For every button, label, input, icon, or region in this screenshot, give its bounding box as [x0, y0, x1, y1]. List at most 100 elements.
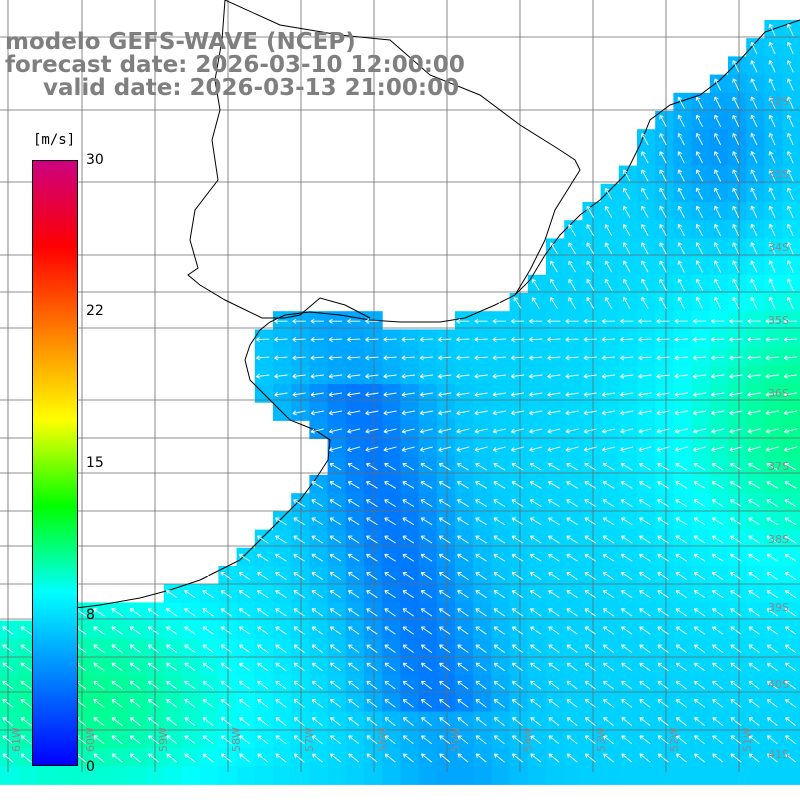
wind-speed-cell — [709, 347, 729, 367]
wind-arrow — [329, 699, 342, 708]
wind-arrow — [659, 187, 667, 200]
wind-arrow — [366, 590, 378, 599]
wind-arrow — [583, 428, 597, 434]
wind-speed-cell — [764, 675, 784, 694]
wind-arrow — [712, 717, 724, 726]
wind-arrow — [365, 428, 379, 434]
wind-speed-cell — [273, 711, 292, 731]
wind-arrow — [786, 205, 794, 219]
wind-speed-cell — [436, 493, 456, 512]
wind-speed-cell — [673, 293, 693, 312]
wind-arrow — [586, 278, 595, 291]
wind-arrow — [732, 151, 740, 164]
wind-arrow — [602, 608, 615, 617]
wind-arrow — [165, 608, 178, 617]
wind-speed-cell — [327, 675, 347, 694]
wind-arrow — [566, 644, 578, 653]
wind-arrow — [766, 717, 778, 726]
wind-arrow — [693, 517, 706, 526]
longitude-label: 60W — [84, 727, 97, 752]
wind-speed-cell — [691, 293, 711, 312]
wind-arrow — [238, 571, 251, 580]
wind-speed-cell — [327, 748, 347, 767]
wind-arrow — [565, 318, 579, 324]
wind-arrow — [768, 60, 776, 73]
wind-arrow — [692, 337, 707, 343]
wind-arrow — [293, 590, 305, 599]
wind-arrow — [165, 590, 178, 599]
wind-arrow — [311, 735, 323, 745]
wind-speed-cell — [236, 766, 256, 785]
wind-speed-cell — [582, 256, 602, 276]
wind-speed-cell — [364, 766, 383, 785]
wind-arrow — [492, 410, 506, 416]
wind-arrow — [730, 553, 742, 562]
wind-arrow — [257, 626, 269, 635]
wind-arrow — [714, 296, 722, 310]
wind-speed-cell — [655, 693, 674, 713]
coastline-path — [59, 19, 800, 611]
wind-speed-cell — [473, 693, 492, 713]
wind-arrow — [166, 680, 178, 690]
wind-speed-cell — [728, 147, 747, 167]
wind-speed-cell — [273, 311, 292, 330]
wind-arrow — [510, 318, 525, 324]
wind-speed-cell — [163, 729, 183, 749]
wind-speed-cell — [600, 675, 620, 694]
wind-speed-cell — [764, 693, 784, 713]
wind-arrow — [347, 608, 360, 617]
wind-arrow — [786, 114, 794, 128]
wind-arrow — [748, 662, 760, 672]
wind-arrow — [732, 114, 740, 127]
wind-speed-cell — [637, 220, 656, 239]
wind-arrow — [257, 717, 269, 726]
wind-arrow — [493, 499, 506, 507]
wind-arrow — [730, 626, 742, 635]
wind-arrow — [659, 296, 667, 309]
wind-speed-cell — [782, 638, 800, 658]
wind-arrow — [656, 337, 670, 343]
wind-arrow — [766, 517, 779, 526]
wind-speed-cell — [91, 748, 110, 767]
wind-arrow — [583, 446, 597, 452]
wind-speed-cell — [564, 693, 583, 713]
wind-arrow — [711, 571, 724, 580]
wind-speed-cell — [382, 638, 401, 658]
wind-arrow — [568, 224, 576, 237]
wind-arrow — [111, 662, 123, 672]
wind-speed-cell — [236, 657, 256, 676]
wind-arrow — [695, 187, 703, 200]
wind-speed-cell — [163, 711, 183, 731]
wind-speed-cell — [546, 256, 565, 276]
wind-speed-cell — [709, 147, 729, 167]
wind-speed-cell — [273, 602, 292, 622]
wind-speed-cell — [200, 602, 219, 622]
wind-speed-cell — [618, 220, 638, 239]
wind-speed-cell — [127, 602, 147, 622]
wind-arrow — [238, 608, 251, 617]
wind-speed-cell — [200, 711, 219, 731]
wind-arrow — [638, 355, 652, 361]
wind-speed-cell — [254, 602, 274, 622]
wind-arrow — [383, 428, 397, 434]
wind-speed-cell — [455, 566, 474, 585]
wind-speed-cell — [582, 748, 602, 767]
wind-speed-cell — [236, 620, 256, 640]
wind-arrow — [547, 355, 561, 361]
wind-arrow — [310, 428, 324, 434]
wind-arrow — [184, 662, 196, 672]
wind-speed-cell — [254, 584, 274, 603]
wind-speed-cell — [728, 584, 747, 603]
wind-arrow — [675, 517, 688, 526]
wind-arrow — [675, 535, 688, 544]
wind-arrow — [311, 535, 324, 544]
wind-arrow — [566, 553, 578, 562]
wind-speed-cell — [618, 293, 638, 312]
wind-arrow — [620, 517, 633, 526]
wind-speed-cell — [418, 347, 438, 367]
wind-speed-cell — [637, 584, 656, 603]
wind-arrow — [583, 337, 597, 343]
wind-arrow — [675, 753, 687, 763]
wind-arrow — [602, 535, 615, 544]
wind-arrow — [512, 753, 523, 763]
